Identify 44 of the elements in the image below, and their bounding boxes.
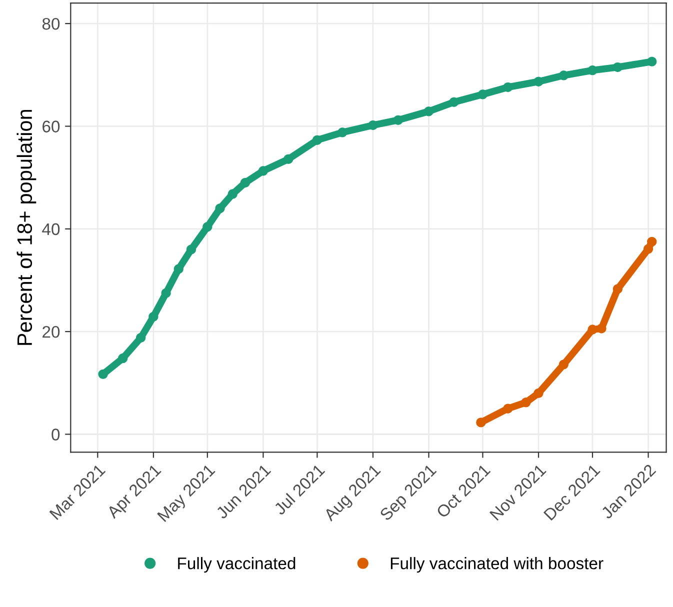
point xyxy=(202,222,212,232)
point xyxy=(534,388,544,398)
point xyxy=(393,115,404,125)
point xyxy=(521,398,531,408)
point xyxy=(503,404,513,414)
point xyxy=(478,90,488,100)
point xyxy=(215,204,225,214)
point xyxy=(338,128,348,138)
y-axis-title: Percent of 18+ population xyxy=(16,110,36,345)
point xyxy=(558,70,569,80)
point xyxy=(424,106,434,116)
point xyxy=(647,236,657,247)
point xyxy=(476,418,486,428)
y-tick-label: 20 xyxy=(42,326,60,338)
point xyxy=(118,353,128,364)
point xyxy=(98,369,108,380)
point xyxy=(186,244,196,254)
point xyxy=(312,135,322,145)
point xyxy=(449,97,459,107)
point xyxy=(596,324,606,334)
legend-label: Fully vaccinated with booster xyxy=(390,557,604,573)
point xyxy=(558,360,569,370)
point xyxy=(258,166,268,176)
point xyxy=(588,65,598,76)
point xyxy=(534,76,544,86)
point xyxy=(612,284,623,294)
y-tick-label: 80 xyxy=(42,18,60,30)
point xyxy=(612,62,623,72)
y-tick-label: 0 xyxy=(52,428,60,440)
point xyxy=(503,82,513,92)
point xyxy=(284,154,294,164)
point xyxy=(148,312,158,322)
y-tick-label: 40 xyxy=(42,223,60,236)
point xyxy=(647,56,657,66)
point xyxy=(228,189,238,199)
point xyxy=(643,244,654,254)
point xyxy=(161,288,171,298)
point xyxy=(588,324,598,334)
point xyxy=(174,264,184,274)
legend-label: Fully vaccinated xyxy=(178,557,296,573)
y-tick-label: 60 xyxy=(42,120,60,132)
point xyxy=(240,178,250,188)
point xyxy=(368,120,378,130)
point xyxy=(136,332,146,343)
